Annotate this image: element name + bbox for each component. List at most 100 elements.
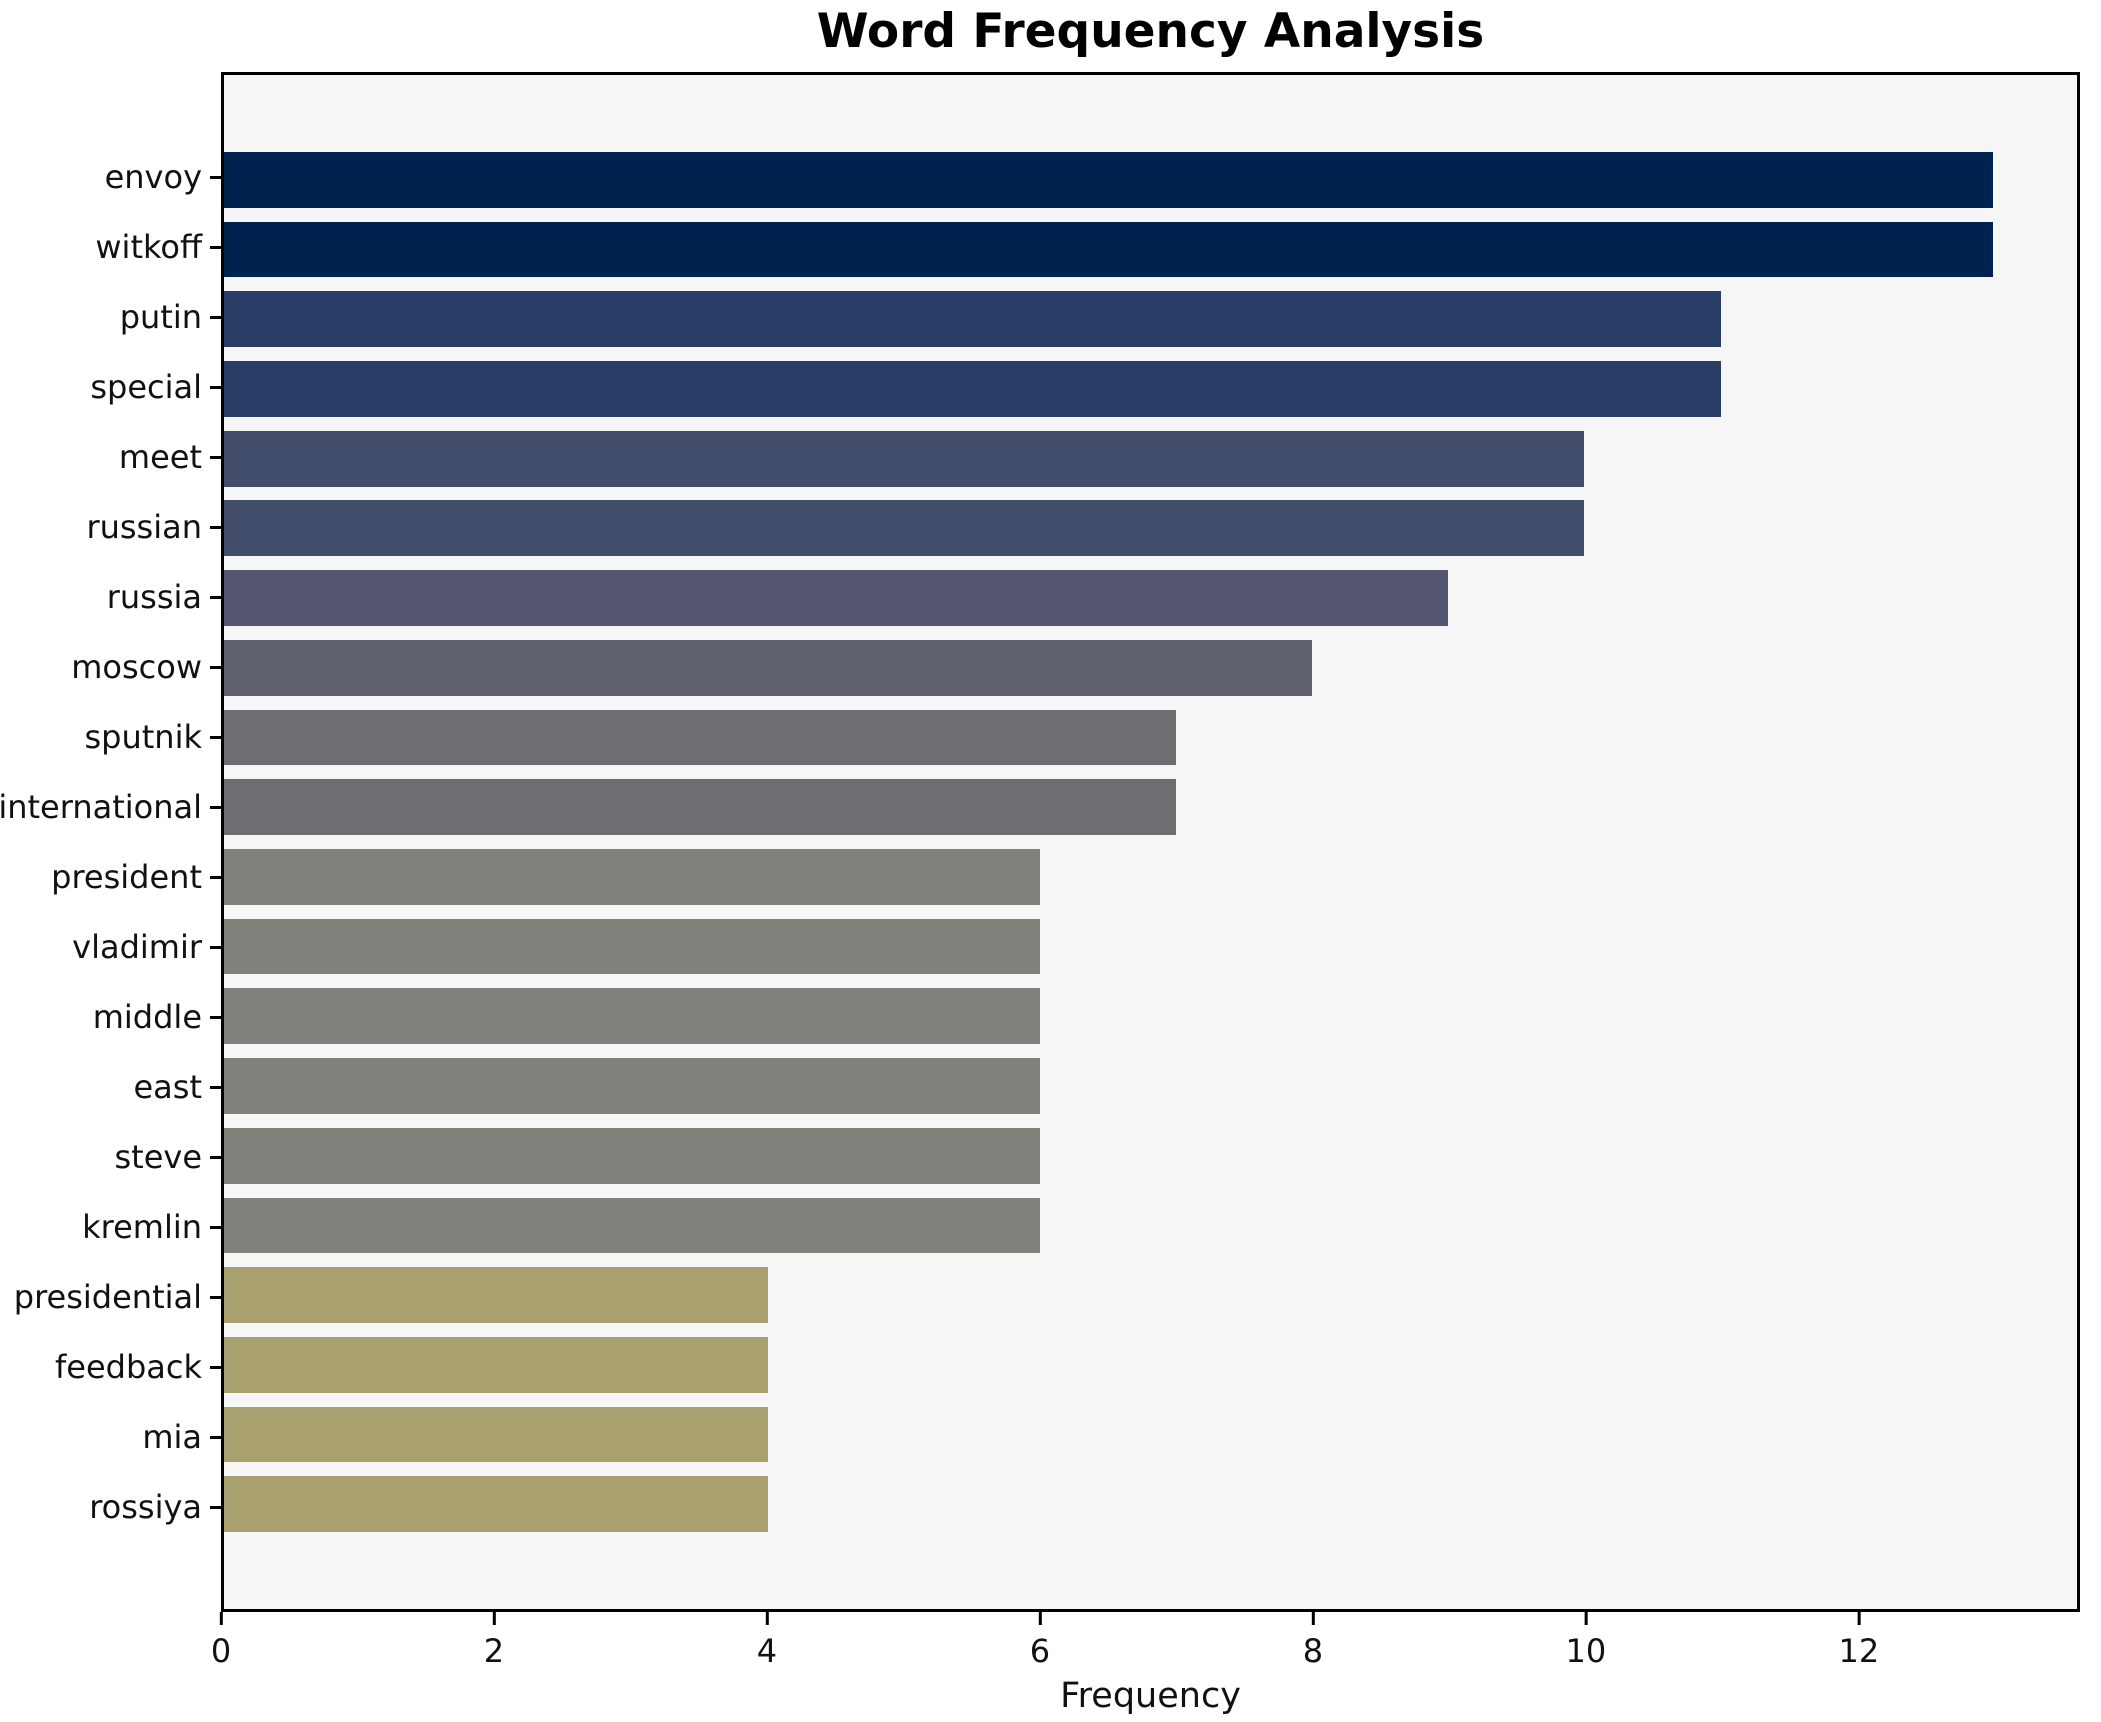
y-tick-mark — [210, 735, 221, 739]
bar-row — [224, 1121, 2077, 1191]
y-tick-label-russia: russia — [106, 578, 202, 616]
y-axis-labels: envoy witkoff putin special meet russian russi… — [0, 72, 221, 1612]
x-tick-label: 8 — [1302, 1632, 1324, 1670]
y-label-row: envoy — [0, 142, 221, 212]
bar-witkoff — [224, 221, 1993, 278]
bar-row — [224, 772, 2077, 842]
y-tick-mark — [210, 385, 221, 389]
bar-row — [224, 912, 2077, 982]
bar-kremlin — [224, 1197, 1041, 1254]
x-tick-12: 12 — [1838, 1612, 1880, 1670]
x-tick-6: 6 — [1030, 1612, 1050, 1670]
y-tick-mark — [210, 1295, 221, 1299]
y-tick-label-mia: mia — [142, 1418, 202, 1456]
bar-mia — [224, 1406, 769, 1463]
x-tick-mark — [1311, 1612, 1315, 1625]
y-tick-mark — [210, 595, 221, 599]
y-tick-mark — [210, 805, 221, 809]
y-tick-label-rossiya: rossiya — [89, 1488, 202, 1526]
y-label-row: special — [0, 352, 221, 422]
bar-meet — [224, 430, 1585, 487]
y-tick-mark — [210, 1015, 221, 1019]
y-tick-label-middle: middle — [92, 998, 202, 1036]
x-tick-0: 0 — [211, 1612, 231, 1670]
y-tick-label-russian: russian — [86, 508, 202, 546]
y-tick-label-international: international — [0, 788, 202, 826]
y-tick-mark — [210, 1085, 221, 1089]
y-label-row: feedback — [0, 1332, 221, 1402]
x-tick-label: 10 — [1565, 1632, 1607, 1670]
x-tick-mark — [765, 1612, 769, 1625]
y-tick-label-east: east — [133, 1068, 202, 1106]
y-tick-mark — [210, 665, 221, 669]
bar-row — [224, 284, 2077, 354]
y-tick-mark — [210, 1365, 221, 1369]
x-tick-mark — [1584, 1612, 1588, 1625]
bar-putin — [224, 291, 1721, 348]
bar-row — [224, 633, 2077, 703]
chart-title: Word Frequency Analysis — [816, 4, 1485, 59]
bars-area — [224, 75, 2077, 1609]
y-label-row: putin — [0, 282, 221, 352]
y-label-row: middle — [0, 982, 221, 1052]
x-tick-2: 2 — [484, 1612, 504, 1670]
y-label-row: international — [0, 772, 221, 842]
bar-row — [224, 354, 2077, 424]
x-axis-label: Frequency — [1060, 1676, 1241, 1716]
y-label-row: mia — [0, 1402, 221, 1472]
x-tick-mark — [1038, 1612, 1042, 1625]
y-label-row: east — [0, 1052, 221, 1122]
x-tick-label: 12 — [1838, 1632, 1880, 1670]
y-tick-label-witkoff: witkoff — [95, 228, 202, 266]
y-tick-mark — [210, 1505, 221, 1509]
bar-president — [224, 849, 1041, 905]
y-tick-mark — [210, 1155, 221, 1159]
bar-presidential — [224, 1267, 769, 1323]
y-label-row: sputnik — [0, 702, 221, 772]
bar-international — [224, 779, 1177, 836]
y-tick-mark — [210, 1435, 221, 1439]
y-tick-mark — [210, 315, 221, 319]
bar-row — [224, 703, 2077, 773]
y-tick-label-sputnik: sputnik — [84, 718, 202, 756]
y-tick-mark — [210, 1225, 221, 1229]
bar-row — [224, 1191, 2077, 1261]
x-tick-label: 2 — [483, 1632, 505, 1670]
y-label-row: kremlin — [0, 1192, 221, 1262]
bar-moscow — [224, 639, 1313, 696]
x-tick-10: 10 — [1565, 1612, 1607, 1670]
x-tick-mark — [219, 1612, 223, 1625]
y-label-row: russia — [0, 562, 221, 632]
y-tick-label-meet: meet — [118, 438, 202, 476]
y-tick-label-putin: putin — [119, 298, 202, 336]
bar-steve — [224, 1127, 1041, 1184]
bar-row — [224, 1469, 2077, 1539]
bar-envoy — [224, 151, 1993, 208]
bar-special — [224, 361, 1721, 417]
y-label-row: president — [0, 842, 221, 912]
y-tick-label-moscow: moscow — [71, 648, 202, 686]
bar-vladimir — [224, 918, 1041, 975]
y-label-row: rossiya — [0, 1472, 221, 1542]
x-tick-4: 4 — [757, 1612, 777, 1670]
y-tick-label-president: president — [51, 858, 202, 896]
y-tick-label-kremlin: kremlin — [82, 1208, 202, 1246]
y-tick-label-presidential: presidential — [13, 1278, 202, 1316]
y-label-row: witkoff — [0, 212, 221, 282]
bar-rossiya — [224, 1476, 769, 1533]
y-label-row: moscow — [0, 632, 221, 702]
bar-russian — [224, 500, 1585, 557]
bar-row — [224, 215, 2077, 285]
y-tick-mark — [210, 945, 221, 949]
y-tick-label-vladimir: vladimir — [72, 928, 202, 966]
y-label-row: vladimir — [0, 912, 221, 982]
y-tick-label-envoy: envoy — [104, 158, 202, 196]
x-tick-8: 8 — [1303, 1612, 1323, 1670]
bar-feedback — [224, 1336, 769, 1393]
y-label-row: russian — [0, 492, 221, 562]
bar-row — [224, 494, 2077, 564]
y-tick-label-feedback: feedback — [55, 1348, 202, 1386]
x-tick-mark — [492, 1612, 496, 1625]
bar-row — [224, 1400, 2077, 1470]
bar-row — [224, 145, 2077, 215]
